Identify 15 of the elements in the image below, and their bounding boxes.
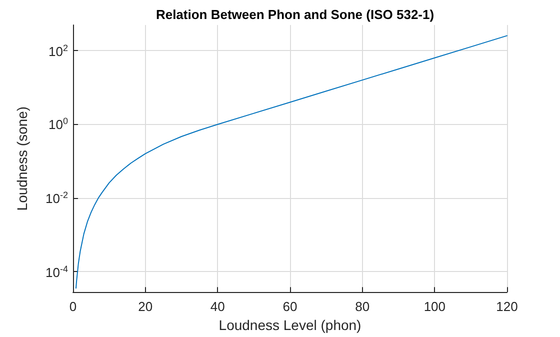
chart-title: Relation Between Phon and Sone (ISO 532-1) <box>156 7 434 22</box>
y-tick-label: 10$^{-4}$ <box>46 264 68 280</box>
line-series <box>76 35 508 289</box>
x-tick-label: 80 <box>355 299 370 314</box>
y-axis-title: Loudness (sone) <box>14 106 30 211</box>
y-tick-label: 10$^{-2}$ <box>46 190 68 206</box>
y-tick-label: 10$^{2}$ <box>48 42 68 59</box>
x-tick-label: 60 <box>282 299 298 314</box>
x-tick-label: 20 <box>138 299 153 314</box>
x-tick-label: 100 <box>424 299 446 314</box>
x-tick-label: 0 <box>69 299 77 314</box>
y-tick-label: 10$^{0}$ <box>48 116 68 133</box>
x-tick-label: 40 <box>210 299 225 314</box>
x-axis-title: Loudness Level (phon) <box>218 317 362 333</box>
x-tick-label: 120 <box>496 299 518 314</box>
